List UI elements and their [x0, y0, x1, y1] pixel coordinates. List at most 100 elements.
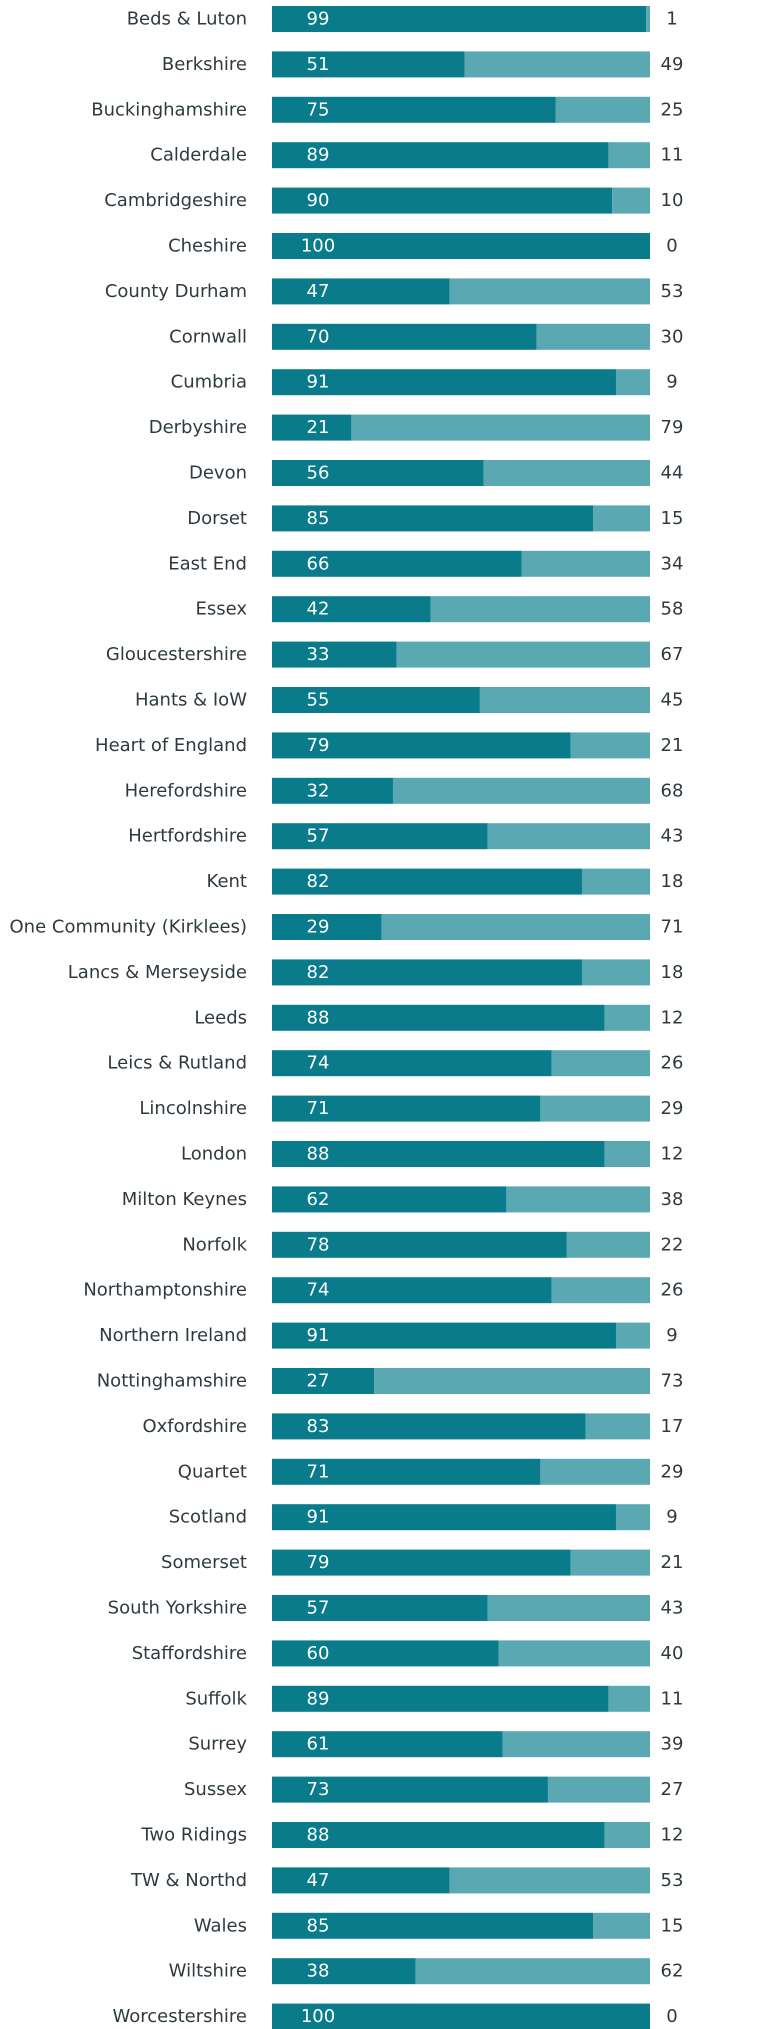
category-label: One Community (Kirklees) — [10, 917, 247, 938]
bar-row: Nottinghamshire 27 73 — [97, 1368, 684, 1394]
bar-segment-secondary — [502, 1731, 650, 1758]
bar-segment-secondary — [374, 1368, 650, 1394]
bar-row: Wales 85 15 — [194, 1912, 684, 1939]
value-label-primary: 61 — [307, 1734, 330, 1755]
bar-segment-secondary — [506, 1186, 650, 1213]
bar-row: Staffordshire 60 40 — [132, 1640, 683, 1667]
value-label-secondary: 1 — [666, 9, 677, 30]
bar-row: Wiltshire 38 62 — [169, 1958, 683, 1985]
category-label: Worcestershire — [112, 2006, 247, 2027]
bar-row: Essex 42 58 — [195, 596, 683, 623]
bar-segment-secondary — [615, 1322, 650, 1349]
value-label-primary: 71 — [307, 1461, 330, 1482]
bar-row: Milton Keynes 62 38 — [122, 1186, 683, 1213]
bar-row: Lancs & Merseyside 82 18 — [68, 959, 683, 986]
bar-segment-primary — [272, 1776, 548, 1803]
value-label-secondary: 10 — [661, 190, 684, 211]
bar-segment-secondary — [449, 1867, 650, 1894]
value-label-primary: 73 — [307, 1779, 330, 1800]
value-label-secondary: 25 — [661, 99, 684, 120]
bar-row: Norfolk 78 22 — [182, 1231, 683, 1258]
category-label: Herefordshire — [125, 780, 247, 801]
bar-segment-secondary — [464, 51, 650, 78]
bar-segment-primary — [272, 1685, 609, 1712]
category-label: Nottinghamshire — [97, 1371, 247, 1392]
bar-row: Hants & IoW 55 45 — [135, 687, 683, 713]
category-label: Wales — [194, 1915, 247, 1936]
value-label-primary: 57 — [307, 1598, 330, 1619]
bar-segment-secondary — [396, 641, 650, 668]
bar-segment-secondary — [581, 959, 650, 986]
category-label: Cambridgeshire — [104, 190, 247, 211]
bar-segment-primary — [272, 1504, 616, 1531]
bar-row: London 88 12 — [181, 1141, 683, 1167]
value-label-secondary: 68 — [661, 780, 684, 801]
bar-row: Oxfordshire 83 17 — [142, 1413, 684, 1440]
value-label-secondary: 15 — [661, 1915, 684, 1936]
bar-row: Heart of England 79 21 — [95, 732, 683, 759]
value-label-primary: 88 — [307, 1825, 330, 1846]
bar-segment-secondary — [551, 1277, 650, 1304]
category-label: Beds & Luton — [127, 9, 247, 30]
bar-segment-primary — [272, 687, 480, 713]
bar-segment-secondary — [479, 687, 650, 713]
bar-segment-primary — [272, 777, 393, 804]
value-label-secondary: 0 — [666, 2006, 677, 2027]
value-label-secondary: 39 — [661, 1734, 684, 1755]
bar-segment-secondary — [415, 1958, 650, 1985]
bar-segment-secondary — [581, 868, 650, 895]
bar-segment-secondary — [608, 142, 650, 169]
value-label-primary: 42 — [307, 599, 330, 620]
category-label: Two Ridings — [140, 1825, 247, 1846]
bar-segment-primary — [272, 51, 465, 78]
bar-segment-primary — [272, 96, 556, 123]
value-label-secondary: 73 — [661, 1371, 684, 1392]
category-label: Devon — [189, 463, 247, 484]
value-label-secondary: 27 — [661, 1779, 684, 1800]
category-label: Hertfordshire — [128, 826, 247, 847]
category-label: County Durham — [105, 281, 247, 302]
bar-segment-secondary — [604, 1141, 650, 1167]
bar-row: Dorset 85 15 — [187, 505, 683, 532]
value-label-secondary: 29 — [661, 1098, 684, 1119]
value-label-secondary: 29 — [661, 1461, 684, 1482]
bar-segment-secondary — [392, 777, 650, 804]
bar-row: Northamptonshire 74 26 — [83, 1277, 683, 1304]
bar-segment-secondary — [551, 1050, 650, 1077]
bar-segment-secondary — [608, 1685, 650, 1712]
category-label: Oxfordshire — [142, 1416, 247, 1437]
category-label: Berkshire — [162, 54, 247, 75]
bar-segment-primary — [272, 233, 650, 259]
bar-segment-primary — [272, 1867, 450, 1894]
bar-segment-primary — [272, 2003, 650, 2029]
bar-segment-secondary — [540, 1458, 650, 1485]
bar-row: Berkshire 51 49 — [162, 51, 683, 78]
category-label: Milton Keynes — [122, 1189, 247, 1210]
value-label-primary: 88 — [307, 1007, 330, 1028]
bar-row: Cumbria 91 9 — [171, 369, 678, 396]
value-label-secondary: 17 — [661, 1416, 684, 1437]
value-label-secondary: 11 — [661, 145, 684, 166]
value-label-primary: 91 — [307, 1507, 330, 1528]
value-label-primary: 21 — [307, 417, 330, 438]
value-label-secondary: 12 — [661, 1007, 684, 1028]
bar-row: South Yorkshire 57 43 — [108, 1595, 683, 1621]
bar-segment-secondary — [483, 460, 650, 486]
category-label: Quartet — [178, 1461, 247, 1482]
value-label-primary: 66 — [307, 553, 330, 574]
category-label: Surrey — [188, 1734, 247, 1755]
value-label-primary: 27 — [307, 1371, 330, 1392]
bar-row: Sussex 73 27 — [184, 1776, 684, 1803]
bar-row: Scotland 91 9 — [169, 1504, 678, 1531]
bar-row: Calderdale 89 11 — [150, 142, 684, 169]
bar-segment-primary — [272, 369, 616, 396]
bar-segment-secondary — [487, 823, 650, 850]
bar-segment-secondary — [604, 1822, 650, 1848]
value-label-secondary: 0 — [666, 236, 677, 257]
bar-segment-primary — [272, 868, 582, 895]
category-label: TW & Northd — [130, 1870, 247, 1891]
value-label-primary: 100 — [301, 2006, 335, 2027]
category-label: Northern Ireland — [99, 1325, 247, 1346]
bar-row: Two Ridings 88 12 — [140, 1822, 683, 1848]
value-label-secondary: 30 — [661, 326, 684, 347]
